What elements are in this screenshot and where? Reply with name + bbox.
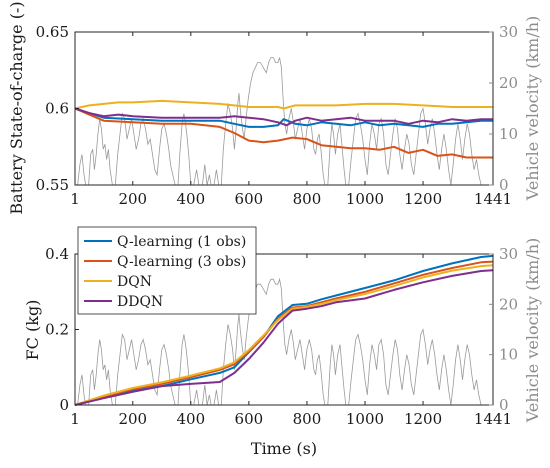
soc-y-tick-label: 0.65 bbox=[36, 23, 69, 41]
soc-x-tick-label: 400 bbox=[177, 190, 206, 208]
fc-line-ddqn bbox=[74, 269, 494, 406]
fc-panel: 1 200 400 600 800 1000 1200 144100.20.40102030 … bbox=[23, 226, 542, 458]
legend: Q-learning (1 obs) Q-learning (3 obs) DQ… bbox=[77, 226, 257, 315]
fc-x-tick-label: 800 bbox=[293, 410, 322, 428]
soc-x-tick-label: 800 bbox=[293, 190, 322, 208]
soc-y2-tick-label: 30 bbox=[499, 23, 518, 41]
soc-ticks: 1 200 400 600 800 1000 1200 14410.550.60.650102… bbox=[36, 23, 519, 208]
fc-series-layer bbox=[74, 254, 494, 406]
fc-y2-tick-label: 10 bbox=[499, 346, 518, 364]
fc-y-axis-label: FC (kg) bbox=[23, 300, 42, 361]
fc-line-dqn bbox=[74, 264, 494, 406]
soc-velocity-layer bbox=[75, 57, 493, 186]
fc-y-tick-label: 0 bbox=[59, 396, 69, 414]
soc-y-tick-label: 0.55 bbox=[36, 176, 69, 194]
fc-right-axis-label: Vehicle velocity (km/h) bbox=[523, 238, 542, 424]
soc-series-layer bbox=[74, 99, 493, 159]
soc-x-tick-label: 600 bbox=[235, 190, 264, 208]
soc-y-tick-label: 0.6 bbox=[45, 100, 69, 118]
soc-x-tick-label: 1000 bbox=[346, 190, 384, 208]
fc-x-tick-label: 200 bbox=[118, 410, 147, 428]
fc-x-tick-label: 1200 bbox=[404, 410, 442, 428]
soc-line-q3 bbox=[74, 107, 493, 159]
fc-x-tick-label: 1000 bbox=[346, 410, 384, 428]
fc-velocity-layer bbox=[75, 277, 493, 406]
legend-label-dqn: DQN bbox=[117, 274, 152, 290]
soc-line-ddqn bbox=[74, 107, 493, 127]
soc-line-dqn bbox=[74, 99, 493, 110]
fc-y-tick-label: 0.4 bbox=[45, 245, 69, 263]
legend-label-q3: Q-learning (3 obs) bbox=[117, 254, 246, 270]
fc-y-tick-label: 0.2 bbox=[45, 321, 69, 339]
soc-y2-tick-label: 0 bbox=[499, 176, 509, 194]
fc-y2-tick-label: 0 bbox=[499, 396, 509, 414]
soc-panel: 1 200 400 600 800 1000 1200 14410.550.60.650102… bbox=[7, 1, 542, 214]
soc-x-tick-label: 1441 bbox=[474, 190, 512, 208]
soc-x-tick-label: 1 bbox=[70, 190, 80, 208]
legend-label-ddqn: DDQN bbox=[117, 294, 163, 310]
soc-y-axis-label: Battery State-of-charge (-) bbox=[7, 1, 26, 214]
fc-velocity-line bbox=[75, 277, 493, 406]
soc-right-axis-label: Vehicle velocity (km/h) bbox=[523, 16, 542, 202]
soc-velocity-line bbox=[75, 57, 493, 186]
soc-line-q1 bbox=[74, 107, 493, 128]
fc-x-tick-label: 1441 bbox=[474, 410, 512, 428]
legend-label-q1: Q-learning (1 obs) bbox=[117, 234, 246, 250]
fc-x-tick-label: 400 bbox=[177, 410, 206, 428]
fc-x-axis-label: Time (s) bbox=[251, 439, 317, 458]
soc-x-tick-label: 1200 bbox=[404, 190, 442, 208]
soc-y2-tick-label: 20 bbox=[499, 74, 518, 92]
fc-y2-tick-label: 20 bbox=[499, 295, 518, 313]
fc-x-tick-label: 600 bbox=[235, 410, 264, 428]
fc-y2-tick-label: 30 bbox=[499, 245, 518, 263]
soc-y2-tick-label: 10 bbox=[499, 125, 518, 143]
soc-x-tick-label: 200 bbox=[118, 190, 147, 208]
fc-x-tick-label: 1 bbox=[70, 410, 80, 428]
